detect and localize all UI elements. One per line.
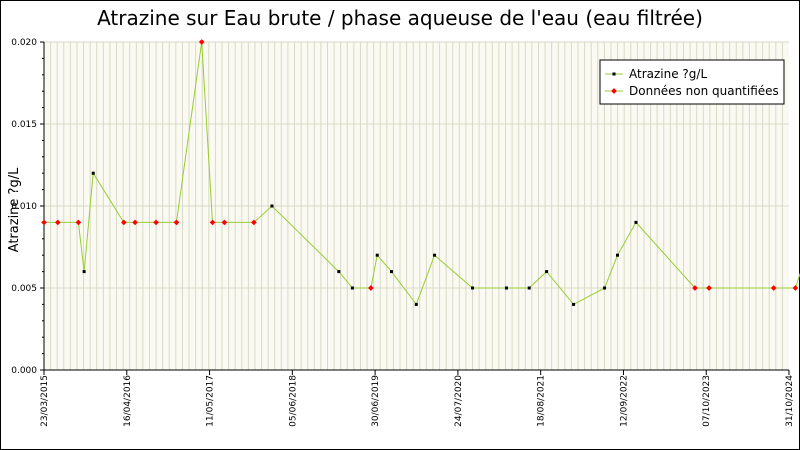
data-point-unquantified <box>770 285 777 291</box>
data-point <box>545 270 549 274</box>
legend-label: Données non quantifiées <box>629 84 779 98</box>
y-tick-label: 0.005 <box>11 284 37 294</box>
legend-marker <box>611 88 617 94</box>
data-point <box>527 286 531 290</box>
x-tick-label: 11/05/2017 <box>206 375 216 427</box>
x-tick-label: 24/07/2020 <box>454 375 464 427</box>
y-tick-label: 0.010 <box>11 202 37 212</box>
legend-label: Atrazine ?g/L <box>629 67 707 81</box>
data-point-unquantified <box>792 285 799 291</box>
y-tick-label: 0.015 <box>11 120 37 130</box>
data-point-unquantified <box>251 219 257 226</box>
x-tick-label: 16/04/2016 <box>123 375 133 427</box>
data-point-unquantified <box>368 285 374 291</box>
x-tick-label: 23/03/2015 <box>40 375 50 427</box>
data-point-unquantified <box>173 219 180 226</box>
chart-title: Atrazine sur Eau brute / phase aqueuse d… <box>97 6 703 30</box>
data-point-unquantified <box>221 219 228 226</box>
legend-marker <box>612 72 616 76</box>
data-point <box>91 171 95 175</box>
data-point <box>414 302 418 306</box>
x-tick-label: 12/09/2022 <box>619 375 629 427</box>
series-points <box>41 39 799 306</box>
data-point-unquantified <box>209 219 216 226</box>
data-point-unquantified <box>132 219 138 226</box>
data-point <box>389 270 393 274</box>
x-axis: 23/03/2015 16/04/2016 11/05/2017 05/06/2018… <box>40 369 795 427</box>
x-tick-label: 30/06/2019 <box>371 375 381 427</box>
data-point <box>433 253 437 257</box>
x-tick-label: 18/08/2021 <box>537 375 547 427</box>
series-line <box>44 41 800 306</box>
data-point <box>270 204 274 208</box>
y-axis: 0.000 0.005 0.010 0.015 0.020 <box>11 38 45 376</box>
data-point-unquantified <box>692 285 698 291</box>
data-point <box>634 220 638 224</box>
data-point-unquantified <box>153 219 159 226</box>
data-point <box>572 302 576 306</box>
data-point-unquantified <box>75 219 82 226</box>
data-point <box>504 286 508 290</box>
data-point <box>82 270 86 274</box>
series-lines <box>44 41 800 306</box>
y-tick-label: 0.000 <box>11 366 37 376</box>
data-point <box>616 253 620 257</box>
data-point-unquantified <box>706 285 712 291</box>
data-point-unquantified <box>120 219 127 226</box>
data-point <box>375 253 379 257</box>
legend-box <box>599 59 785 105</box>
data-point <box>337 270 341 274</box>
x-tick-label: 05/06/2018 <box>288 375 298 427</box>
data-point <box>350 286 354 290</box>
x-tick-label: 31/10/2024 <box>785 375 795 427</box>
y-tick-label: 0.020 <box>11 38 37 48</box>
data-point <box>471 286 475 290</box>
legend: Atrazine ?g/L Données non quantifiées <box>599 59 785 105</box>
y-axis-label: Atrazine ?g/L <box>7 167 22 252</box>
x-tick-label: 07/10/2023 <box>702 375 712 427</box>
data-point <box>603 286 607 290</box>
